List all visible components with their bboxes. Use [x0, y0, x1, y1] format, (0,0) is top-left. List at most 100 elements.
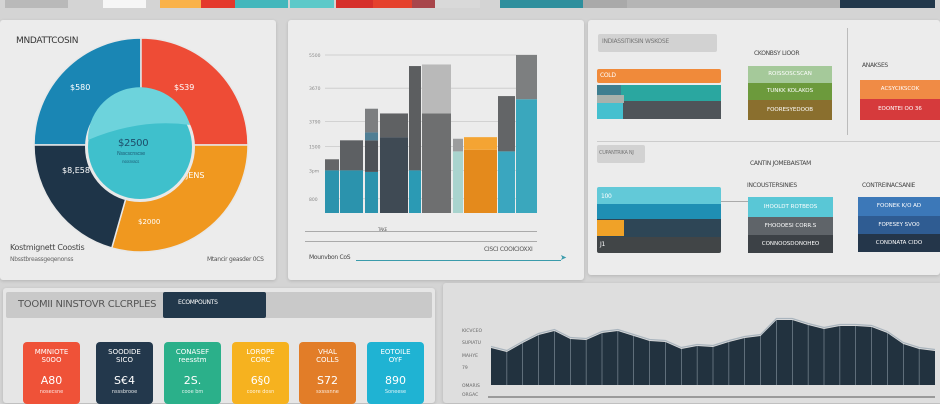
- kpi-card-title: LOROPE: [246, 348, 275, 356]
- kpi-card-title: MMNIOTE: [34, 348, 69, 356]
- col2-row[interactable]: ACSYCIKSCOK: [860, 80, 940, 99]
- kpi-card[interactable]: CONASEF reesstm 2S. cooe bm: [164, 342, 221, 404]
- top-strip-block: [500, 0, 583, 8]
- donut-center-sub2: nsssnsscs: [122, 159, 140, 164]
- col1-row[interactable]: FOORESYEDOOB: [748, 100, 832, 120]
- donut-slice-label: $2000: [138, 218, 160, 226]
- stack-bar-cyan: [597, 187, 721, 204]
- kpi-card-value: A80: [40, 374, 63, 387]
- donut-slice-label: $S39: [174, 83, 194, 92]
- kpi-card-caption: nosecsne: [39, 389, 64, 395]
- donut-center-highlight: [87, 87, 190, 140]
- col3-row[interactable]: IHOOLDT ROTBEOS: [748, 197, 833, 217]
- top-strip-block: [160, 0, 201, 8]
- top-strip-block: [201, 0, 235, 8]
- col2-row[interactable]: EOONTEI OO 36: [860, 99, 940, 120]
- col4-row[interactable]: CONDNATA CIDO: [858, 234, 940, 252]
- section-title: CANTIN JOMEBAISTAM: [750, 160, 811, 167]
- bar-segment: [498, 151, 515, 213]
- bar-segment: [516, 55, 537, 100]
- kpi-card[interactable]: LOROPE CORC 6§0 coore dosn: [232, 342, 289, 404]
- kpi-card[interactable]: VHAL COLLS S72 sxsssnne: [299, 342, 356, 404]
- y-tick-label: 3pm: [309, 168, 319, 174]
- y-tick-label: SUPIATU: [462, 340, 481, 346]
- stack-bar-segment: [597, 95, 624, 103]
- y-tick-label: 79: [462, 365, 468, 371]
- kpi-card-title: EOTOILE: [380, 348, 411, 356]
- kpi-tab-label: ECOMPOUNTS: [178, 299, 218, 306]
- donut-slice-label: $580: [70, 83, 90, 92]
- col3-row[interactable]: CONNOOSDONOHEO: [748, 235, 833, 253]
- kpi-tab[interactable]: [163, 292, 266, 318]
- kpi-card-title: CONASEF: [175, 348, 210, 356]
- col4-row[interactable]: FOONEK K/O AD: [858, 197, 940, 216]
- kpi-card-subtitle: S0OO: [41, 356, 62, 364]
- arrow-right-icon[interactable]: ➤: [560, 253, 567, 262]
- y-tick-label: 3670: [309, 86, 321, 92]
- y-tick-label: OMARIS: [462, 383, 480, 389]
- col1-row[interactable]: TUNKK KOLAKOS: [748, 83, 832, 100]
- top-strip-block: [435, 0, 480, 8]
- bar-segment: [498, 96, 515, 152]
- col4-row[interactable]: FOPESEY SVO0: [858, 216, 940, 234]
- bar-segment: [365, 171, 378, 213]
- y-tick-label: MAHYE: [462, 353, 478, 359]
- kpi-card-subtitle: SICO: [116, 356, 133, 364]
- y-tick-label: 5500: [309, 53, 321, 59]
- kpi-card-caption: coore dosn: [246, 389, 275, 395]
- bar-segment: [365, 132, 378, 141]
- kpi-card-value: S€4: [114, 374, 135, 387]
- kpi-card-title: SOODIDE: [108, 348, 141, 356]
- top-strip-block: [583, 0, 627, 8]
- bar-chart-note: TAKE: [378, 227, 387, 232]
- bar-chart-divider: [305, 231, 537, 232]
- bar-chart-slider[interactable]: [356, 260, 561, 261]
- kpi-card-value: 2S.: [183, 374, 202, 387]
- col3-title: INCOUSTERSINIES: [747, 182, 797, 189]
- top-strip-block: [627, 0, 840, 8]
- bar-segment: [516, 99, 537, 213]
- kpi-title: TOOMII NINSTOVR CLCRPLES: [18, 299, 157, 310]
- bar-chart-footer-label: Mounvbon CoS: [309, 254, 351, 261]
- kpi-card-title: VHAL: [318, 348, 337, 356]
- stack-bar-segment: [597, 85, 621, 95]
- donut-center-value: $2500: [118, 138, 149, 149]
- stack-bar-dark2: [597, 219, 721, 237]
- stack-bar-orange2: [597, 220, 624, 236]
- kpi-card-caption: sxsssnne: [316, 389, 339, 395]
- kpi-card-caption: Soneese: [384, 389, 407, 395]
- donut-footer-title: Kostmignett Coostis: [10, 243, 85, 252]
- top-strip-block: [290, 0, 334, 8]
- bar-chart-divider: [305, 241, 537, 242]
- bar-segment: [453, 151, 463, 213]
- connector-line: [721, 201, 748, 202]
- donut-center-sub1: Nsscscnscse: [117, 151, 145, 157]
- bar-chart-legend: CISCI COOICIOXXI: [484, 246, 533, 253]
- y-tick-label: 800: [309, 197, 318, 203]
- stack-bar-2-label-top: 100: [601, 193, 612, 200]
- col1-row[interactable]: ROISSOSCSCAN: [748, 66, 832, 83]
- col2-title: ANAKSES: [862, 62, 888, 69]
- col3-row[interactable]: FHOOOESI CORR.S: [748, 217, 833, 235]
- bar-segment: [325, 159, 339, 171]
- kpi-card-caption: nsssbrooe: [111, 389, 138, 395]
- bar-segment: [464, 137, 497, 150]
- top-strip-block: [373, 0, 412, 8]
- kpi-card[interactable]: MMNIOTE S0OO A80 nosecsne: [23, 342, 80, 404]
- kpi-card-value: 890: [385, 374, 406, 387]
- donut-footer-sub: Nbsstbreassgeqenonss: [10, 256, 74, 263]
- kpi-card-value: 6§0: [250, 374, 271, 387]
- y-tick-label: ORGAC: [462, 392, 478, 398]
- kpi-card[interactable]: SOODIDE SICO S€4 nsssbrooe: [96, 342, 153, 404]
- breakdown-tag-label: INDIASSITIKSIN WSKOSE: [602, 38, 669, 45]
- top-strip-block: [412, 0, 435, 8]
- kpi-card-subtitle: OYF: [388, 356, 403, 364]
- bar-segment: [380, 113, 408, 138]
- kpi-card[interactable]: EOTOILE OYF 890 Soneese: [367, 342, 424, 404]
- top-strip-block: [5, 0, 68, 8]
- stack-bar-2-label-bottom: J1: [600, 241, 605, 248]
- kpi-card-subtitle: reesstm: [178, 356, 207, 364]
- donut-slice-label: JENS: [185, 171, 204, 180]
- breakdown-tag-2-label: CUPANTRIKA NJ: [599, 150, 634, 156]
